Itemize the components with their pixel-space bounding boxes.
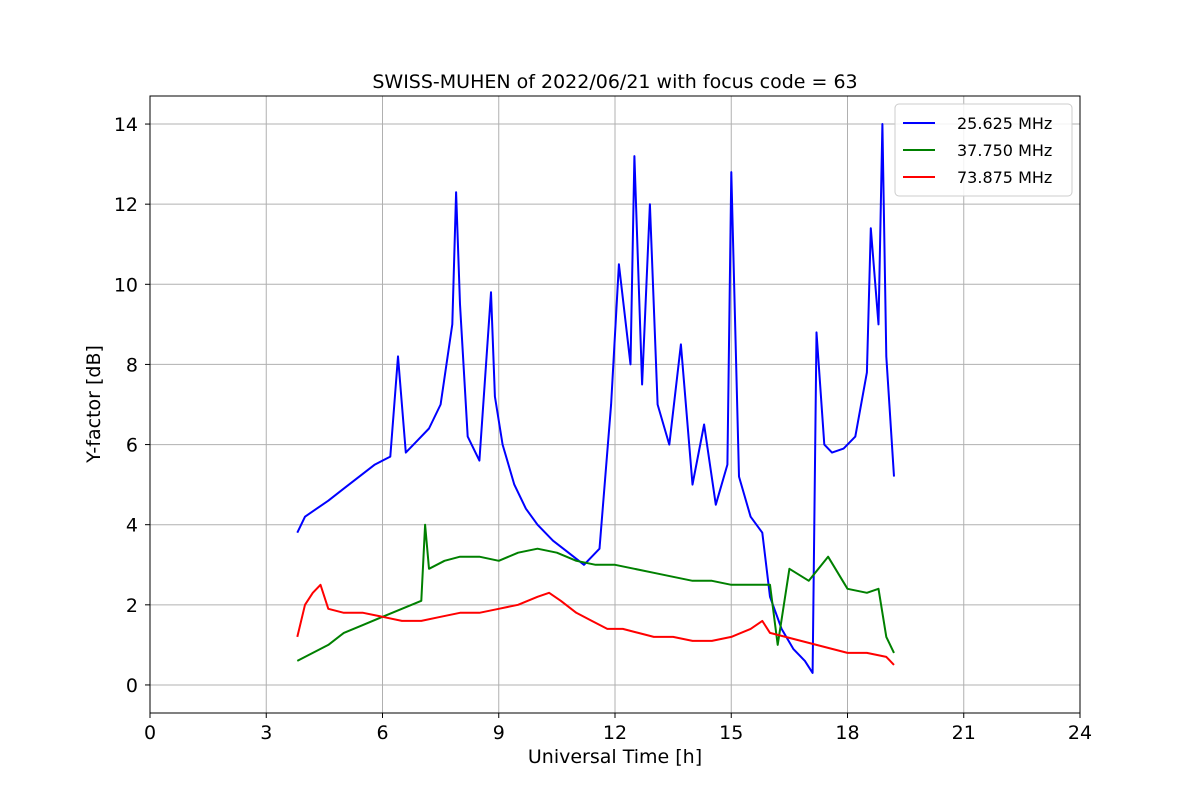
legend-entry: 25.625 MHz — [957, 114, 1052, 133]
x-tick-label: 9 — [493, 722, 505, 744]
x-tick-label: 21 — [952, 722, 976, 744]
y-tick-label: 4 — [126, 515, 138, 537]
series-line-1 — [296, 523, 895, 662]
series-layer — [296, 123, 895, 674]
y-tick-label: 12 — [114, 194, 138, 216]
chart-title: SWISS-MUHEN of 2022/06/21 with focus cod… — [372, 71, 857, 93]
y-tick-label: 6 — [126, 435, 138, 457]
y-tick-label: 8 — [126, 354, 138, 376]
x-tick-label: 0 — [144, 722, 156, 744]
x-tick-label: 3 — [260, 722, 272, 744]
x-axis-label: Universal Time [h] — [528, 746, 702, 768]
x-tick-label: 15 — [719, 722, 743, 744]
x-tick-label: 24 — [1068, 722, 1092, 744]
legend-box — [894, 103, 1073, 197]
y-tick-label: 14 — [114, 114, 138, 136]
legend-entry: 37.750 MHz — [957, 141, 1052, 160]
legend: 25.625 MHz 37.750 MHz 73.875 MHz — [894, 103, 1073, 197]
y-tick-label: 2 — [126, 595, 138, 617]
y-tick-label: 10 — [114, 274, 138, 296]
legend-entry: 73.875 MHz — [957, 168, 1052, 187]
y-tick-label: 0 — [126, 675, 138, 697]
x-tick-label: 18 — [835, 722, 859, 744]
series-line-0 — [296, 123, 895, 674]
series-line-2 — [296, 583, 895, 666]
x-tick-label: 6 — [376, 722, 388, 744]
x-tick-label: 12 — [603, 722, 627, 744]
y-axis-label: Y-factor [dB] — [83, 345, 105, 464]
